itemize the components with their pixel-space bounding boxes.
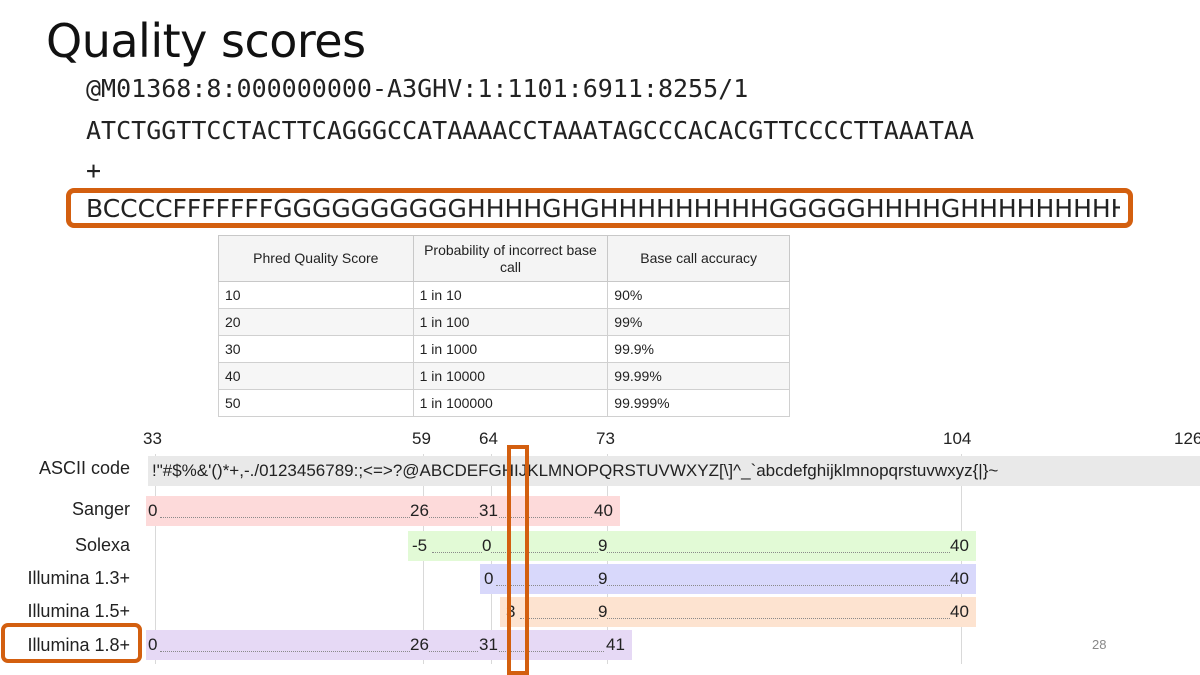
table-cell: 1 in 100 [412,308,609,336]
scheme-value: 9 [598,597,608,627]
table-header-cell: Base call accuracy [607,235,790,282]
scheme-band-illumina-1-5 [500,597,976,627]
quality-encoding-diagram: 33 59 64 73 104 126 ASCII code !"#$%&'()… [0,420,1200,675]
axis-tick-label: 73 [596,429,615,448]
scheme-value: 40 [950,564,969,594]
scheme-label-illumina-1-5: Illumina 1.5+ [27,601,130,621]
axis-tick-label: 104 [943,429,972,448]
dotted-line [496,585,952,586]
scheme-value: 40 [950,597,969,627]
fastq-plus-line: + [86,156,102,185]
scheme-value: 9 [598,531,608,561]
table-cell: 99.99% [607,362,790,390]
table-cell: 1 in 10 [412,281,609,309]
dotted-line [432,552,952,553]
fastq-quality-line: BCCCCFFFFFFFGGGGGGGGGGHHHHGHGHHHHHHHHHGG… [86,194,1120,223]
table-cell: 90% [607,281,790,309]
fastq-sequence-line: ATCTGGTTCCTACTTCAGGGCCATAAAACCTAAATAGCCC… [86,116,975,145]
axis-tick-label: 33 [143,429,162,448]
table-cell: 30 [218,335,414,363]
scheme-band-sanger [146,496,620,526]
table-cell: 50 [218,389,414,417]
table-cell: 10 [218,281,414,309]
table-row: 50 1 in 100000 99.999% [218,389,790,417]
table-cell: 99.9% [607,335,790,363]
table-cell: 40 [218,362,414,390]
dotted-line [160,517,592,518]
scheme-band-illumina-1-3 [480,564,976,594]
table-header-cell: Phred Quality Score [218,235,414,282]
table-cell: 1 in 10000 [412,362,609,390]
scheme-value: 9 [598,564,608,594]
gridline [155,454,156,664]
axis-tick-label: 64 [479,429,498,448]
scheme-value: 31 [479,630,498,660]
scheme-label-illumina-1-8: Illumina 1.8+ [27,635,130,655]
scheme-label-solexa: Solexa [74,535,130,555]
scheme-value: 41 [606,630,625,660]
scheme-value: 26 [410,496,429,526]
scheme-value: 40 [950,531,969,561]
scheme-band-solexa [408,531,976,561]
table-cell: 99.999% [607,389,790,417]
table-row: 10 1 in 10 90% [218,281,790,309]
scheme-value: 0 [148,496,158,526]
dotted-line [160,651,604,652]
axis-tick-label: 126 [1174,429,1200,448]
phred-score-table: Phred Quality Score Probability of incor… [218,235,790,417]
scheme-value: 0 [484,564,494,594]
page-number: 28 [1092,637,1107,652]
table-cell: 20 [218,308,414,336]
table-row: 40 1 in 10000 99.99% [218,362,790,390]
scheme-value: 0 [148,630,158,660]
scheme-label-illumina-1-3: Illumina 1.3+ [27,568,130,588]
scheme-value: 0 [482,531,492,561]
ascii-b-column-highlight [507,445,529,675]
axis-tick-label: 59 [412,429,431,448]
scheme-label-sanger: Sanger [71,499,130,519]
scheme-value: 31 [479,496,498,526]
table-row: 30 1 in 1000 99.9% [218,335,790,363]
table-cell: 1 in 100000 [412,389,609,417]
table-header-row: Phred Quality Score Probability of incor… [218,235,790,282]
slide-title: Quality scores [46,14,366,68]
fastq-header-line: @M01368:8:000000000-A3GHV:1:1101:6911:82… [86,74,749,103]
dotted-line [520,618,952,619]
table-header-cell: Probability of incorrect base call [412,235,609,282]
scheme-band-illumina-1-8 [146,630,632,660]
scheme-value: 26 [410,630,429,660]
table-row: 20 1 in 100 99% [218,308,790,336]
quality-line-highlight-box [66,188,1133,228]
ascii-characters: !"#$%&'()*+,-./0123456789:;<=>?@ABCDEFGH… [148,456,1200,486]
illumina-1-8-label-highlight [1,623,142,663]
scheme-value: 40 [594,496,613,526]
ascii-code-label: ASCII code [38,458,130,478]
table-cell: 1 in 1000 [412,335,609,363]
table-cell: 99% [607,308,790,336]
scheme-value: -5 [412,531,428,561]
